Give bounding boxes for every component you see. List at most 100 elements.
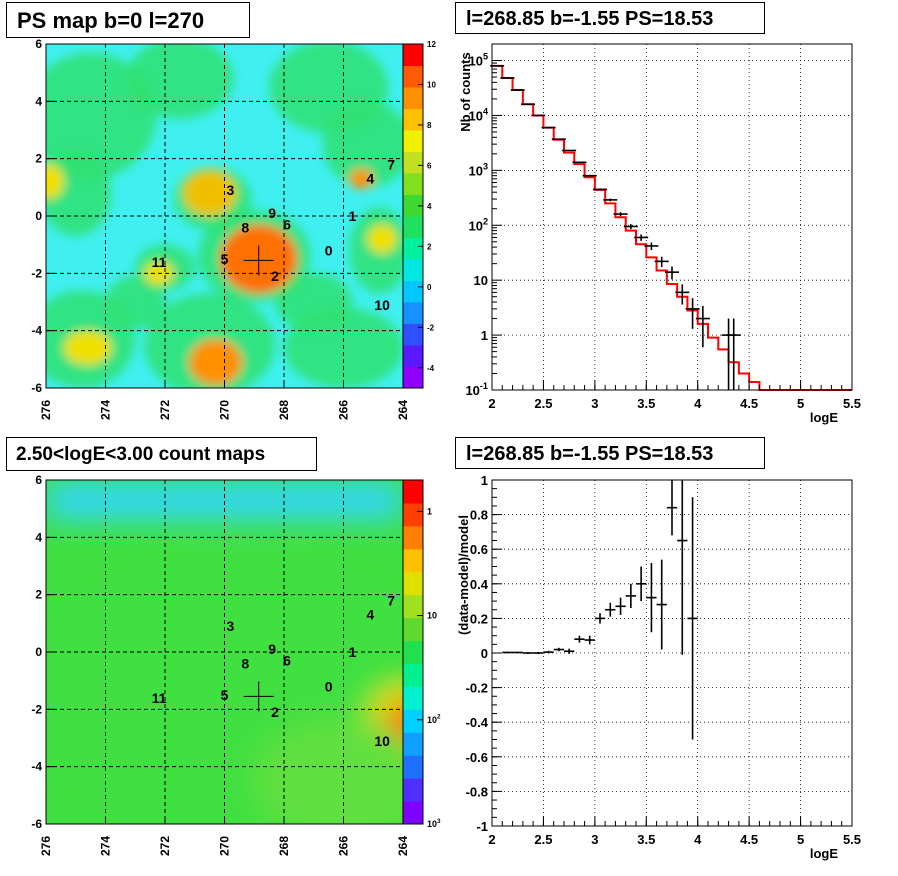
count-map-ytick-label: 6 (35, 473, 42, 487)
ps-map-ytick-label: 4 (35, 94, 42, 108)
count-map-colorbar-step (403, 503, 423, 526)
ps-map-colorbar-step (403, 173, 423, 195)
ps-map-ytick-label: -2 (31, 266, 42, 280)
ps-map-xtick-label: 274 (99, 400, 113, 420)
ps-map-ytick-label: -4 (31, 324, 42, 338)
ps-map-source-label-5: 5 (221, 251, 229, 267)
spectrum-xtick-label: 2 (488, 396, 495, 411)
ps-map-colorbar-step (403, 44, 423, 66)
count-map-xtick-label: 264 (396, 836, 410, 856)
ps-map-hotspot-7 (34, 164, 64, 198)
count-map-colorbar-label: 10 (427, 611, 437, 621)
spectrum-ytick-label: 10-1 (465, 381, 488, 398)
spectrum-data-point (572, 162, 586, 163)
spectrum-xtick-label: 3.5 (637, 396, 655, 411)
count-map-colorbar-step (403, 663, 423, 686)
residual-xtick-label: 4 (694, 832, 702, 847)
count-map-source-label-7: 7 (387, 592, 395, 608)
ps-map-xtick-label: 268 (277, 400, 291, 420)
residual-xtick-label: 3.5 (637, 832, 655, 847)
ps-map-source-label-3: 3 (227, 182, 235, 198)
residual-ytick-label: 1 (481, 473, 488, 488)
count-map-colorbar-step (403, 480, 423, 503)
count-map-ytick-label: 2 (35, 588, 42, 602)
spectrum-model-step (492, 66, 852, 390)
spectrum-data-point (583, 175, 597, 177)
residual-data-point (615, 598, 625, 615)
count-map-colorbar-step (403, 641, 423, 664)
count-map-colorbar-label: 1 (427, 506, 432, 516)
residual-data-point (605, 603, 615, 617)
residual-ytick-label: -0.2 (466, 681, 488, 696)
residual-data-point (657, 560, 667, 650)
spectrum-xtick-label: 2.5 (534, 396, 552, 411)
spectrum-xtick-label: 5 (797, 396, 804, 411)
ps-map-colorbar-step (403, 345, 423, 367)
ps-map-ytick-label: 2 (35, 152, 42, 166)
residual-ytick-label: -0.8 (466, 784, 488, 799)
count-map-xtick-label: 272 (158, 836, 172, 856)
ps-map-colorbar-step (403, 259, 423, 281)
count-map-source-label-9: 9 (268, 641, 276, 657)
residual-data-point (677, 480, 687, 655)
ps-map-hotspot-8 (367, 225, 397, 254)
spectrum-ylabel: Nb of counts (458, 52, 473, 131)
residual-ylabel: (data-model)/model (456, 515, 471, 635)
count-map-xtick-label: 274 (99, 836, 113, 856)
spectrum-xlabel: logE (810, 410, 838, 425)
residual-data-point (554, 648, 564, 651)
ps-map-colorbar-step (403, 109, 423, 131)
ps-map-xtick-label: 266 (337, 400, 351, 420)
count-map-colorbar-step (403, 572, 423, 595)
count-map-colorbar-step (403, 526, 423, 549)
residual-ytick-label: -0.4 (466, 715, 489, 730)
residual-data-point (636, 567, 646, 602)
ps-map-colorbar-label: 2 (427, 242, 432, 251)
residual-data-point (523, 652, 533, 654)
ps-map-title: PS map b=0 l=270 (6, 2, 250, 38)
ps-map-source-label-8: 8 (241, 219, 249, 235)
count-map-colorbar-step (403, 755, 423, 778)
count-map-colorbar-step (403, 801, 423, 824)
residual-ytick-label: 0.6 (470, 542, 488, 557)
residual-ytick-label: 0.4 (470, 577, 489, 592)
count-map-ytick-label: 0 (35, 645, 42, 659)
ps-map-colorbar-label: 6 (427, 161, 432, 170)
count-map-ytick-label: -6 (31, 817, 42, 831)
count-map-colorbar-step (403, 778, 423, 801)
residual-xtick-label: 5.5 (843, 832, 861, 847)
count-map-source-label-8: 8 (241, 655, 249, 671)
residual-data-point (513, 652, 523, 653)
ps-map-colorbar-label: -4 (427, 364, 435, 373)
residual-xtick-label: 3 (591, 832, 598, 847)
ps-map-colorbar-step (403, 130, 423, 152)
ps-map-region-1 (126, 38, 233, 118)
count-map-colorbar-step (403, 595, 423, 618)
ps-map-colorbar-label: 12 (427, 40, 436, 49)
spectrum-data-point (542, 127, 556, 128)
count-map-source-label-2: 2 (271, 704, 279, 720)
count-map-source-label-6: 6 (283, 653, 291, 669)
residual-xtick-label: 4.5 (740, 832, 758, 847)
count-map-xtick-label: 276 (39, 836, 53, 856)
ps-map-xtick-label: 276 (39, 400, 53, 420)
ps-map-source-label-11: 11 (152, 254, 167, 270)
ps-map-xtick-label: 270 (218, 400, 232, 420)
residual-ytick-label: -0.6 (466, 750, 488, 765)
residual-xtick-label: 2 (488, 832, 495, 847)
count-map-source-label-5: 5 (221, 687, 229, 703)
spectrum-data-point (562, 150, 576, 151)
spectrum-xtick-label: 4.5 (740, 396, 758, 411)
ps-map-colorbar-step (403, 87, 423, 109)
residual-ytick-label: 0 (481, 646, 488, 661)
count-map-colorbar-step (403, 618, 423, 641)
residual-ytick-label: -1 (476, 819, 488, 834)
count-map-ytick-label: -2 (31, 702, 42, 716)
spectrum-ytick-label: 102 (468, 216, 488, 233)
residual-xlabel: logE (810, 846, 838, 861)
count-map-colorbar-step (403, 709, 423, 732)
ps-map-source-label-2: 2 (271, 268, 279, 284)
residual-ytick-label: 0.2 (470, 611, 488, 626)
ps-map-colorbar-label: 10 (427, 80, 436, 89)
